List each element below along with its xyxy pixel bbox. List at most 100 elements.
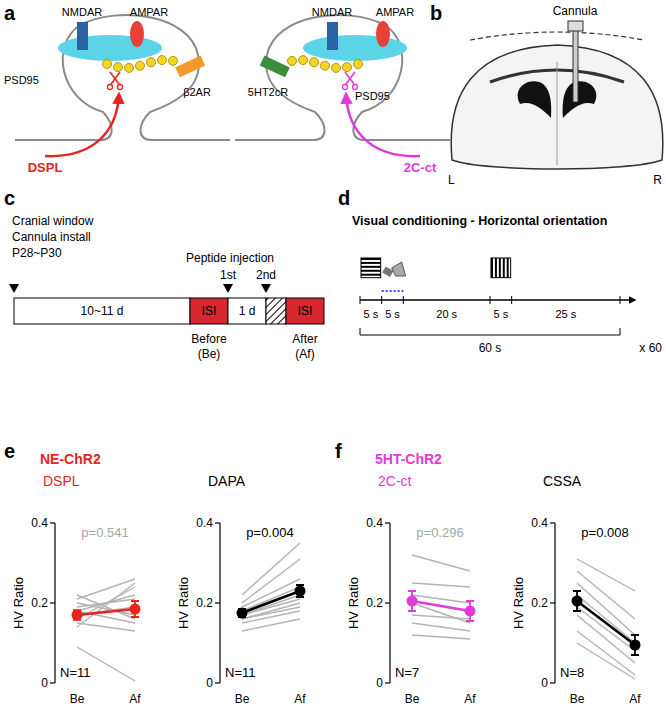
label: 10~11 d [81, 304, 124, 318]
subject-line [77, 603, 135, 615]
time-tick [403, 296, 404, 304]
subject-line [577, 643, 635, 679]
tick [50, 522, 55, 523]
time-tick [381, 296, 382, 304]
label: AMPAR [130, 6, 168, 18]
chart: 2C-ct00.20.4HV RatioBeAfp=0.296N=7 [346, 473, 476, 706]
subject-line [77, 623, 135, 631]
tick [385, 602, 390, 603]
tick-label: 0 [206, 676, 213, 690]
scissors [118, 85, 123, 90]
tick-label: 0 [541, 676, 548, 690]
tick-label: 0 [376, 676, 383, 690]
grating-bar [495, 258, 497, 278]
subject-line [242, 543, 300, 595]
tick [385, 682, 390, 683]
psd [58, 35, 162, 61]
trial-bracket [360, 328, 620, 335]
chart-title: DSPL [43, 473, 80, 489]
mean-marker [630, 640, 641, 651]
timeline-segment [228, 298, 266, 324]
category-label: Be [235, 692, 250, 706]
label: 5 s [493, 308, 508, 320]
label: 5HT-ChR2 [375, 451, 442, 467]
chart-title: 2C-ct [378, 473, 412, 489]
tick [385, 522, 390, 523]
subject-line [577, 607, 635, 651]
grating-bar [361, 270, 381, 272]
cannula [573, 30, 578, 102]
label: x 60 [639, 341, 662, 355]
tick-label: 0.4 [366, 516, 383, 530]
peptide-arrow [346, 94, 420, 156]
ampar [130, 21, 144, 47]
annotation: N=11 [225, 665, 255, 680]
grating-bar [361, 266, 381, 268]
midline [557, 62, 558, 165]
time-axis [360, 299, 635, 301]
subject-line [577, 559, 635, 591]
label: (Be) [198, 347, 221, 361]
tick-label: 0.2 [31, 596, 48, 610]
label: ISI [298, 304, 313, 318]
flashlight-head [392, 262, 406, 276]
time-tick [511, 296, 512, 304]
nmdar [77, 22, 88, 50]
label: 2C-ct [404, 160, 437, 175]
axis-title: HV Ratio [11, 577, 26, 629]
mean-line [577, 601, 635, 645]
axis-title: HV Ratio [176, 577, 191, 629]
psd95-bead [354, 60, 363, 69]
annotation: p=0.541 [81, 525, 128, 540]
tick [550, 522, 555, 523]
annotation: N=11 [60, 665, 90, 680]
psd95-bead [114, 63, 123, 72]
grating-bar [361, 274, 381, 276]
receptor [175, 56, 205, 78]
figure: aNMDARAMPARβ2ARPSD95DSPLNMDARAMPAR5HT2cR… [0, 0, 666, 727]
ampar [376, 21, 390, 47]
tick [50, 682, 55, 683]
label: PSD95 [4, 74, 39, 86]
label: Before [191, 332, 227, 346]
subject-line [242, 587, 300, 611]
label: 1st [220, 268, 237, 282]
nmdar [327, 22, 338, 50]
time-tick [360, 296, 361, 304]
panel-letter: f [335, 440, 342, 462]
mean-marker [130, 604, 141, 615]
psd95-bead [169, 56, 178, 65]
panel-letter: d [338, 187, 350, 209]
label: 25 s [555, 308, 576, 320]
annotation: p=0.008 [581, 525, 628, 540]
axis-title: HV Ratio [346, 577, 361, 629]
psd95-bead [343, 63, 352, 72]
subject-line [77, 599, 135, 607]
time-marker [9, 284, 19, 293]
category-label: Be [405, 692, 420, 706]
time-tick [490, 296, 491, 304]
psd95-bead [332, 63, 341, 72]
subject-line [577, 595, 635, 643]
psd95-bead [103, 60, 112, 69]
label: (Af) [295, 347, 314, 361]
psd95-bead [299, 56, 308, 65]
panel-letter: c [4, 187, 15, 209]
tick-label: 0.4 [31, 516, 48, 530]
mean-marker [465, 606, 476, 617]
data-group [407, 555, 476, 639]
tick [215, 522, 220, 523]
chart: CSSA00.20.4HV RatioBeAfp=0.008N=8 [511, 473, 641, 706]
tick-label: 0.2 [366, 596, 383, 610]
psd95-bead [147, 58, 156, 67]
subject-line [412, 583, 470, 587]
category-label: Be [70, 692, 85, 706]
subject-line [412, 615, 470, 619]
annotation: p=0.296 [416, 525, 463, 540]
tick [215, 602, 220, 603]
mean-marker [295, 586, 306, 597]
grating-bar [361, 262, 381, 264]
label: 20 s [436, 308, 457, 320]
scissors [108, 85, 113, 90]
label: After [292, 332, 317, 346]
